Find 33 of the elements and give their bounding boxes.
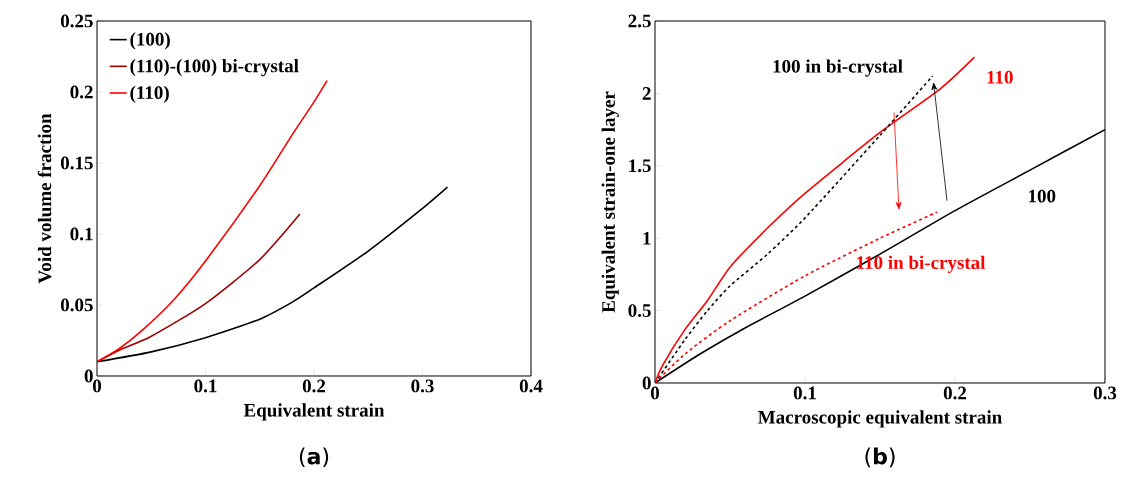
x-axis-title: Equivalent strain: [243, 403, 385, 421]
series-label: 100 in bi-crystal: [773, 59, 903, 77]
x-tick-label: 0.2: [302, 379, 326, 393]
legend-label: (100): [130, 32, 170, 50]
y-tick-label: 0.2: [70, 85, 93, 99]
series-label: 110: [987, 70, 1013, 84]
y-tick-label: 0.1: [70, 227, 93, 241]
y-axis-title: Equivalent strain-one layer: [601, 91, 619, 313]
x-tick-label: 0.3: [1093, 386, 1117, 400]
legend-label: (110)-(100) bi-crystal: [130, 58, 299, 77]
line-series: [97, 186, 449, 363]
y-tick-label: 1: [643, 231, 651, 245]
text: (b): [865, 447, 895, 468]
text: (a): [299, 447, 329, 468]
x-tick-label: 0.1: [793, 386, 816, 400]
y-tick-label: 2: [642, 87, 651, 100]
y-tick-label: 0.15: [60, 156, 93, 170]
y-axis-title: Void volume fraction: [37, 113, 52, 284]
x-tick-label: 0.2: [943, 386, 967, 400]
x-tick-label: 0.3: [411, 379, 434, 393]
x-tick-label: 0.1: [194, 379, 217, 393]
series-label: 100: [1029, 189, 1056, 203]
line-series: [97, 79, 328, 363]
y-tick-label: 0.25: [60, 14, 93, 28]
y-tick-label: 1.5: [629, 159, 651, 173]
y-tick-label: 0: [84, 369, 93, 383]
x-tick-label: 0: [92, 379, 102, 393]
y-tick-label: 2.5: [628, 14, 651, 28]
x-axis-title: Macroscopic equivalent strain: [758, 410, 1002, 428]
y-tick-label: 0.5: [628, 304, 651, 318]
legend-label: (110): [130, 85, 169, 103]
x-tick-label: 0.4: [519, 379, 543, 393]
y-tick-label: 0.05: [60, 298, 93, 312]
